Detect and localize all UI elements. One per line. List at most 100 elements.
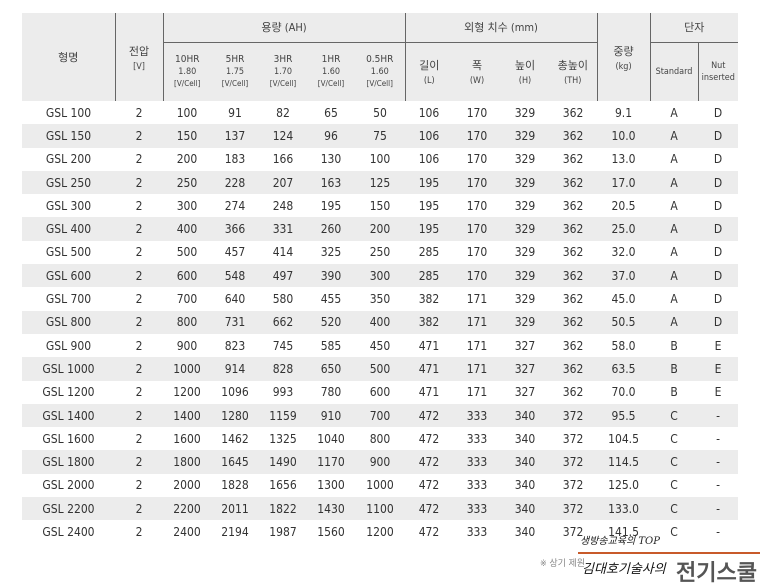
value-cell: 82 bbox=[276, 105, 290, 120]
value-cell: 285 bbox=[405, 264, 453, 288]
header-dimension: 길이 (L) bbox=[404, 41, 453, 101]
value-cell: 1490 bbox=[259, 450, 307, 474]
value-cell: C bbox=[650, 403, 699, 428]
value-cell: 2 bbox=[115, 170, 163, 195]
value-cell: 329 bbox=[514, 105, 536, 120]
value-cell: 333 bbox=[466, 524, 488, 539]
value-cell: 662 bbox=[259, 310, 307, 334]
header-rate: 10HR 1.80 [V/Cell] bbox=[162, 41, 211, 101]
value-cell: 124 bbox=[259, 124, 307, 148]
value-cell: 340 bbox=[514, 478, 536, 493]
value-cell: 13.0 bbox=[611, 152, 636, 167]
value-cell: 125 bbox=[355, 170, 405, 195]
model-cell: GSL 1400 bbox=[22, 403, 115, 428]
value-cell: 731 bbox=[211, 310, 259, 334]
value-cell: C bbox=[670, 524, 678, 539]
watermark-line1: 생방송교육의 TOP bbox=[580, 536, 660, 547]
value-cell: 1200 bbox=[366, 524, 394, 539]
value-cell: D bbox=[698, 170, 739, 195]
value-cell: 125.0 bbox=[608, 478, 639, 493]
value-cell: D bbox=[698, 124, 739, 148]
value-cell: 329 bbox=[514, 198, 536, 213]
header-dimension: 폭 (W) bbox=[453, 41, 501, 101]
value-cell: 500 bbox=[355, 357, 405, 381]
value-cell: 95.5 bbox=[597, 403, 651, 428]
value-cell: 828 bbox=[259, 357, 307, 381]
value-cell: 500 bbox=[176, 245, 198, 260]
table-row: GSL 800 2 800 731 662 520 400 382 171 329 362 50.5 A… bbox=[22, 310, 739, 334]
value-cell: 150 bbox=[163, 124, 211, 148]
value-cell: 455 bbox=[320, 292, 342, 307]
value-cell: - bbox=[698, 403, 739, 428]
value-cell: 372 bbox=[549, 497, 598, 521]
value-cell: 141.5 bbox=[608, 524, 639, 539]
value-cell: 2 bbox=[115, 310, 163, 334]
value-cell: 1822 bbox=[259, 497, 307, 521]
header-terminal: 단자 bbox=[649, 13, 739, 42]
value-cell: 91 bbox=[228, 105, 242, 120]
model-cell: GSL 250 bbox=[22, 170, 115, 195]
value-cell: E bbox=[714, 385, 722, 400]
value-cell: 700 bbox=[355, 403, 405, 428]
battery-spec-table: 형명 전압 [V] 용량 (AH) 외형 치수 (mm) 중량 (kg) 단자 10… bbox=[22, 13, 739, 544]
value-cell: 329 bbox=[501, 170, 549, 195]
value-cell: 170 bbox=[466, 245, 488, 260]
value-cell: D bbox=[698, 217, 739, 241]
value-cell: D bbox=[698, 264, 739, 288]
value-cell: 331 bbox=[259, 217, 307, 241]
value-cell: A bbox=[670, 105, 678, 120]
value-cell: 472 bbox=[405, 403, 453, 428]
value-cell: 362 bbox=[549, 170, 598, 195]
value-cell: 340 bbox=[501, 450, 549, 474]
value-cell: 200 bbox=[355, 217, 405, 241]
value-cell: 1200 bbox=[173, 385, 201, 400]
value-cell: D bbox=[698, 310, 739, 334]
value-cell: 910 bbox=[307, 403, 355, 428]
header-dimension: 총높이 (TH) bbox=[549, 41, 598, 101]
value-cell: 497 bbox=[259, 264, 307, 288]
value-cell: D bbox=[713, 198, 723, 213]
header-dimension: 높이 (H) bbox=[501, 41, 549, 101]
value-cell: 325 bbox=[320, 245, 342, 260]
value-cell: B bbox=[670, 338, 678, 353]
value-cell: A bbox=[650, 217, 699, 241]
value-cell: 10.0 bbox=[597, 124, 651, 148]
model-cell: GSL 300 bbox=[45, 198, 92, 213]
table-row: GSL 300 2 300 274 248 195 150 195 170 329 362 20.5 A… bbox=[22, 194, 738, 217]
value-cell: 106 bbox=[405, 124, 453, 148]
value-cell: 50.5 bbox=[597, 310, 651, 334]
model-cell: GSL 1800 bbox=[22, 450, 115, 474]
value-cell: 327 bbox=[501, 357, 549, 381]
value-cell: 362 bbox=[549, 310, 598, 334]
value-cell: 63.5 bbox=[597, 357, 651, 381]
table-row: GSL 2000 2 2000 1828 1656 1300 1000 472 333 340 37… bbox=[22, 474, 738, 497]
value-cell: A bbox=[670, 245, 678, 260]
value-cell: 329 bbox=[501, 124, 549, 148]
value-cell: 372 bbox=[549, 403, 598, 428]
model-cell: GSL 500 bbox=[45, 245, 92, 260]
value-cell: 900 bbox=[176, 338, 198, 353]
value-cell: - bbox=[716, 431, 720, 446]
model-cell: GSL 700 bbox=[45, 292, 92, 307]
model-cell: GSL 600 bbox=[22, 264, 115, 288]
value-cell: 1000 bbox=[163, 357, 211, 381]
value-cell: 472 bbox=[418, 431, 440, 446]
header-terminal-standard: Standard bbox=[649, 41, 699, 101]
model-cell: GSL 100 bbox=[45, 105, 92, 120]
value-cell: 1430 bbox=[307, 497, 355, 521]
model-cell: GSL 2000 bbox=[42, 478, 95, 493]
table-row: GSL 200 2 200 183 166 130 100 106 170 329 362 13.0 A… bbox=[22, 148, 738, 171]
value-cell: 106 bbox=[418, 105, 440, 120]
value-cell: 2000 bbox=[173, 478, 201, 493]
table-row: GSL 1000 2 1000 914 828 650 500 471 171 327 362 63.… bbox=[22, 357, 739, 381]
value-cell: 362 bbox=[562, 292, 584, 307]
value-cell: 114.5 bbox=[597, 450, 651, 474]
value-cell: 390 bbox=[307, 264, 355, 288]
value-cell: 20.5 bbox=[611, 198, 636, 213]
value-cell: 248 bbox=[272, 198, 294, 213]
value-cell: 1325 bbox=[269, 431, 297, 446]
value-cell: 382 bbox=[418, 292, 440, 307]
table-row: GSL 1200 2 1200 1096 993 780 600 471 171 327 362 70… bbox=[22, 381, 738, 404]
value-cell: 327 bbox=[514, 338, 536, 353]
value-cell: 1828 bbox=[221, 478, 249, 493]
